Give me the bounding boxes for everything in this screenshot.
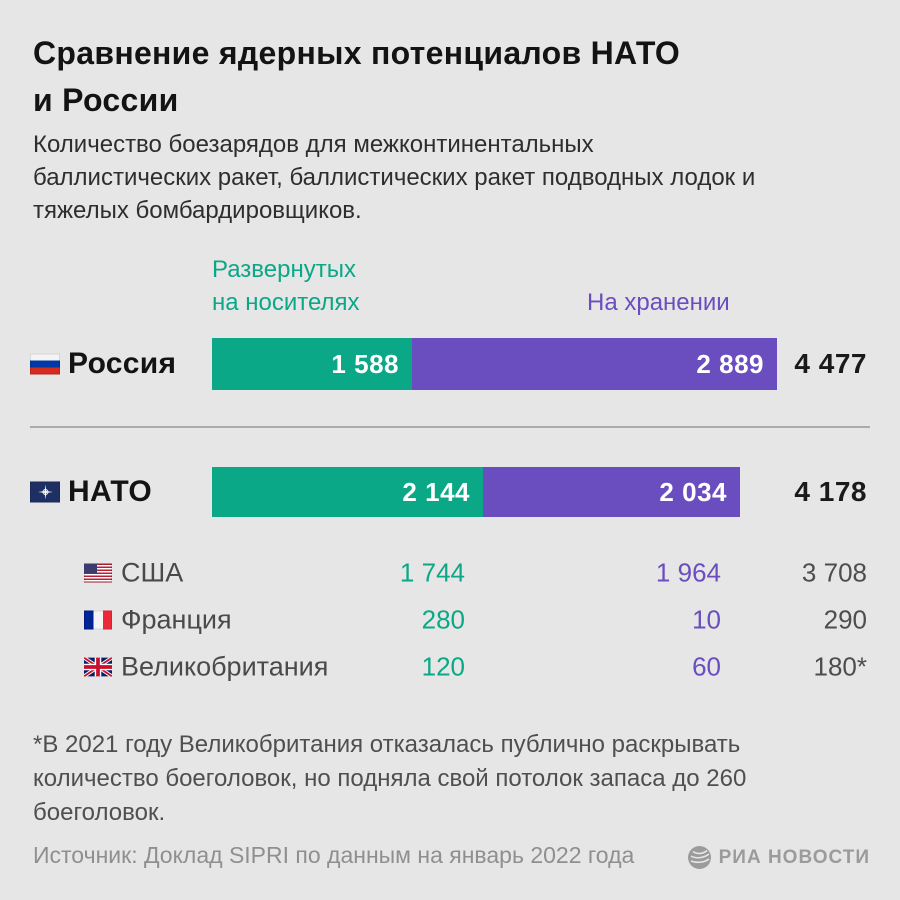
row-russia: Россия 1 588 2 889 4 477	[0, 338, 900, 390]
ria-novosti-logo: РИА НОВОСТИ	[687, 845, 870, 870]
russia-stored-value: 2 889	[696, 348, 764, 379]
subtitle: Количество боезарядов для межконтинентал…	[33, 131, 756, 224]
france-stored-value: 10	[692, 604, 721, 635]
row-label-france: Франция	[121, 604, 232, 635]
usa-stored-value: 1 964	[655, 557, 721, 588]
ria-logo-text: РИА НОВОСТИ	[718, 846, 870, 868]
russia-flag-icon	[30, 353, 60, 375]
nato-compass-icon	[37, 484, 53, 500]
nato-total-value: 4 178	[794, 476, 867, 507]
uk-stored-value: 60	[692, 651, 721, 682]
row-france: Франция 280 10 290	[0, 603, 900, 637]
row-uk: Великобритания 120 60 180*	[0, 650, 900, 684]
france-total-value: 290	[823, 604, 867, 635]
usa-deployed-value: 1 744	[399, 557, 465, 588]
row-label-nato: НАТО	[68, 475, 152, 508]
row-usa: США 1 744 1 964 3 708	[0, 556, 900, 590]
row-label-usa: США	[121, 557, 184, 588]
legend-deployed-label: Развернутых на носителях	[212, 256, 360, 316]
union-jack-icon	[84, 657, 112, 677]
france-deployed-value: 280	[421, 604, 465, 635]
nato-stacked-bar: 2 144 2 034	[212, 467, 740, 517]
uk-deployed-value: 120	[421, 651, 465, 682]
page-title: Сравнение ядерных потенциалов НАТО и Рос…	[33, 30, 873, 124]
uk-flag-icon	[84, 657, 112, 677]
uk-total-value: 180*	[813, 651, 868, 682]
usa-flag-icon	[84, 563, 112, 583]
legend-stored-label: На хранении	[587, 289, 730, 316]
usa-total-value: 3 708	[801, 557, 867, 588]
nato-flag-icon	[30, 481, 60, 503]
title-line-1: Сравнение ядерных потенциалов НАТО	[33, 35, 681, 71]
russia-stored-segment: 2 889	[412, 338, 777, 390]
nato-deployed-segment: 2 144	[212, 467, 483, 517]
row-label-russia: Россия	[68, 347, 177, 380]
nato-deployed-value: 2 144	[402, 476, 470, 507]
section-divider	[30, 426, 870, 428]
russia-deployed-value: 1 588	[331, 348, 399, 379]
source-text: Источник: Доклад SIPRI по данным на янва…	[33, 842, 635, 868]
france-flag-icon	[84, 610, 112, 630]
row-nato: НАТО 2 144 2 034 4 178	[0, 467, 900, 517]
ria-globe-icon	[687, 846, 711, 869]
title-line-2: и России	[33, 82, 179, 118]
footnote: *В 2021 году Великобритания отказалась п…	[33, 731, 747, 826]
row-label-uk: Великобритания	[121, 651, 329, 682]
russia-stacked-bar: 1 588 2 889	[212, 338, 777, 390]
nato-stored-value: 2 034	[659, 476, 727, 507]
russia-total-value: 4 477	[794, 348, 867, 379]
russia-deployed-segment: 1 588	[212, 338, 412, 390]
nato-stored-segment: 2 034	[483, 467, 740, 517]
